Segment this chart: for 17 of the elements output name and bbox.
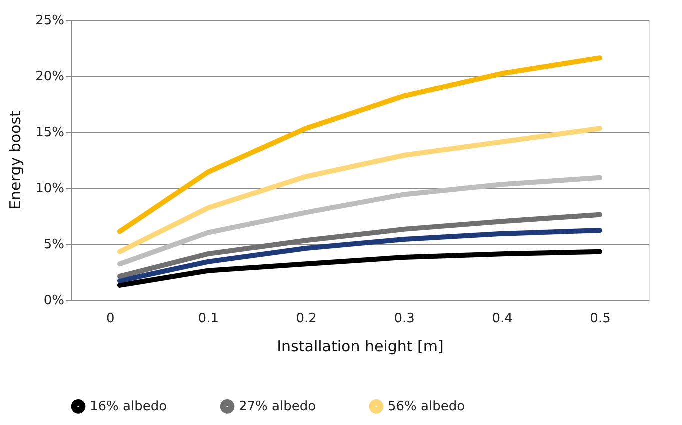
x-axis-title: Installation height [m] (277, 338, 444, 356)
legend-label: 56% albedo (388, 400, 466, 415)
x-tick-label: 0.1 (198, 312, 219, 326)
y-tick-label: 0% (44, 294, 64, 308)
legend-label: 16% albedo (90, 400, 168, 415)
x-tick-label: 0.2 (296, 312, 317, 326)
legend-label: 27% albedo (239, 400, 316, 415)
x-tick-label: 0.4 (492, 312, 513, 326)
y-tick-label: 25% (36, 14, 64, 28)
x-tick-label: 0 (106, 312, 115, 326)
x-tick-label: 0.3 (394, 312, 415, 326)
y-tick-label: 15% (36, 126, 64, 140)
y-tick-label: 10% (36, 182, 64, 196)
y-tick-label: 5% (44, 238, 64, 252)
y-tick-label: 20% (36, 70, 64, 84)
x-tick-label: 0.5 (590, 312, 611, 326)
y-axis-title: Energy boost (6, 110, 25, 210)
